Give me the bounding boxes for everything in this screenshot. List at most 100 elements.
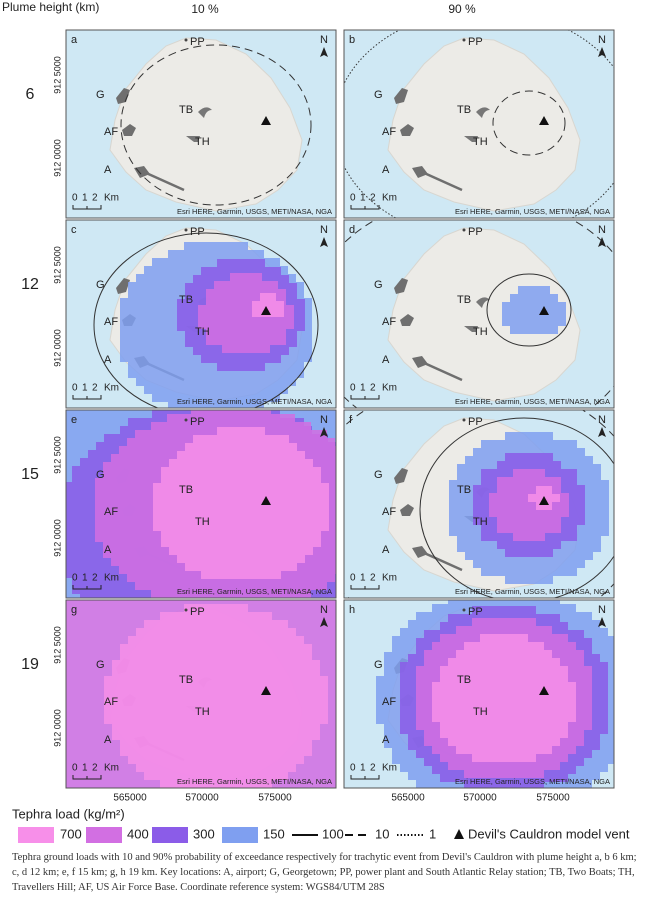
airbase-area	[400, 314, 414, 326]
north-label: N	[320, 224, 328, 236]
map-label: A	[382, 544, 390, 556]
north-label: N	[320, 414, 328, 426]
scale-label: 1	[360, 573, 366, 584]
panel-letter: g	[71, 604, 77, 616]
airbase-area	[400, 504, 414, 516]
map-label: AF	[104, 316, 118, 328]
contour	[120, 44, 312, 206]
map-label: TB	[179, 674, 193, 686]
tephra-zone	[104, 604, 328, 788]
map-panel: f PP N G AF A TB TH 0 1 2 Km Esri HERE, Garmin, USGS…	[343, 409, 615, 599]
panel-border	[343, 599, 615, 789]
vent-marker	[261, 496, 271, 505]
legend-swatch	[18, 827, 54, 843]
travellers-feature	[464, 326, 478, 332]
georgetown-area	[116, 88, 130, 104]
georgetown-area	[394, 468, 408, 484]
scale-label: 0	[350, 763, 356, 774]
scale-label: 2	[92, 383, 98, 394]
map-label: TH	[473, 706, 488, 718]
airport-apron	[412, 356, 428, 368]
map-label: G	[96, 659, 105, 671]
scale-label: 1	[82, 383, 88, 394]
y-axis-label: 912 0000	[52, 519, 62, 557]
x-axis-label: 575000	[258, 793, 292, 804]
map-label: AF	[382, 126, 396, 138]
map-label: TB	[179, 104, 193, 116]
map-content	[66, 30, 336, 218]
scale-label: 0	[72, 573, 78, 584]
georgetown-area	[394, 278, 408, 294]
scale-bar	[350, 775, 380, 780]
map-label: PP	[468, 36, 483, 48]
y-axis-label: 912 5000	[52, 436, 62, 474]
map-panel: e PP N G AF A TB TH 0 1 2 Km Esri HERE, Garmin, USGS…	[65, 409, 337, 599]
contour	[419, 417, 614, 598]
scale-label: 1	[360, 763, 366, 774]
y-axis-label: 912 5000	[52, 56, 62, 94]
map-label: G	[96, 279, 105, 291]
map-label: TH	[195, 136, 210, 148]
panel-border	[343, 219, 615, 409]
map-label: A	[382, 734, 390, 746]
tephra-zone	[489, 469, 569, 541]
pp-dot	[462, 228, 466, 232]
map-label: AF	[104, 506, 118, 518]
scale-unit: Km	[382, 193, 397, 204]
map-content	[344, 410, 614, 598]
map-label: TH	[473, 136, 488, 148]
legend-label: 1	[429, 826, 436, 841]
legend-label: Devil's Cauldron model vent	[468, 826, 630, 841]
vent-marker	[261, 116, 271, 125]
georgetown-area	[116, 278, 130, 294]
map-label: TB	[457, 674, 471, 686]
map-panel: b PP N G AF A TB TH 0 1 2 Km Esri HERE, Garmin, USGS…	[343, 29, 615, 219]
map-label: TH	[195, 326, 210, 338]
map-content	[344, 600, 614, 788]
legend-label: 400	[127, 826, 149, 841]
map-label: AF	[104, 126, 118, 138]
x-axis-label: 570000	[463, 793, 497, 804]
map-label: PP	[190, 416, 205, 428]
map-label: G	[96, 89, 105, 101]
x-axis-label: 565000	[391, 793, 425, 804]
legend-title: Tephra load (kg/m²)	[12, 806, 125, 821]
airbase-area	[400, 124, 414, 136]
attribution: Esri HERE, Garmin, USGS, METI/NASA, NGA	[177, 587, 332, 596]
vent-marker	[539, 116, 549, 125]
map-label: A	[382, 164, 390, 176]
scale-label: 2	[370, 573, 376, 584]
panel-border	[65, 29, 337, 219]
map-panel: d PP N G AF A TB TH 0 1 2 Km Esri HERE, Garmin, USGS…	[343, 219, 615, 409]
north-label: N	[598, 224, 606, 236]
figure: Plume height (km) 10 % 90 % Tephra load …	[2, 0, 630, 843]
attribution: Esri HERE, Garmin, USGS, METI/NASA, NGA	[455, 207, 610, 216]
map-label: AF	[104, 696, 118, 708]
panel-letter: e	[71, 414, 77, 426]
map-label: PP	[190, 226, 205, 238]
map-content	[66, 600, 336, 788]
pp-dot	[462, 608, 466, 612]
scale-bar	[72, 205, 102, 210]
north-arrow	[598, 427, 606, 437]
panel-border	[343, 409, 615, 599]
y-axis-label: 912 0000	[52, 139, 62, 177]
attribution: Esri HERE, Garmin, USGS, METI/NASA, NGA	[177, 207, 332, 216]
scale-unit: Km	[382, 763, 397, 774]
y-axis-label: 912 5000	[52, 246, 62, 284]
pp-dot	[184, 418, 188, 422]
pp-dot	[462, 418, 466, 422]
contour	[93, 232, 319, 408]
pp-dot	[184, 38, 188, 42]
tephra-zone	[432, 634, 576, 770]
attribution: Esri HERE, Garmin, USGS, METI/NASA, NGA	[177, 397, 332, 406]
panel-border	[65, 409, 337, 599]
plume-height-label: Plume height (km)	[2, 0, 99, 14]
scale-unit: Km	[104, 573, 119, 584]
legend-marker	[454, 829, 464, 839]
airport-apron	[412, 546, 428, 558]
map-label: A	[104, 164, 112, 176]
map-label: PP	[468, 226, 483, 238]
map-label: TB	[179, 294, 193, 306]
map-label: PP	[468, 416, 483, 428]
